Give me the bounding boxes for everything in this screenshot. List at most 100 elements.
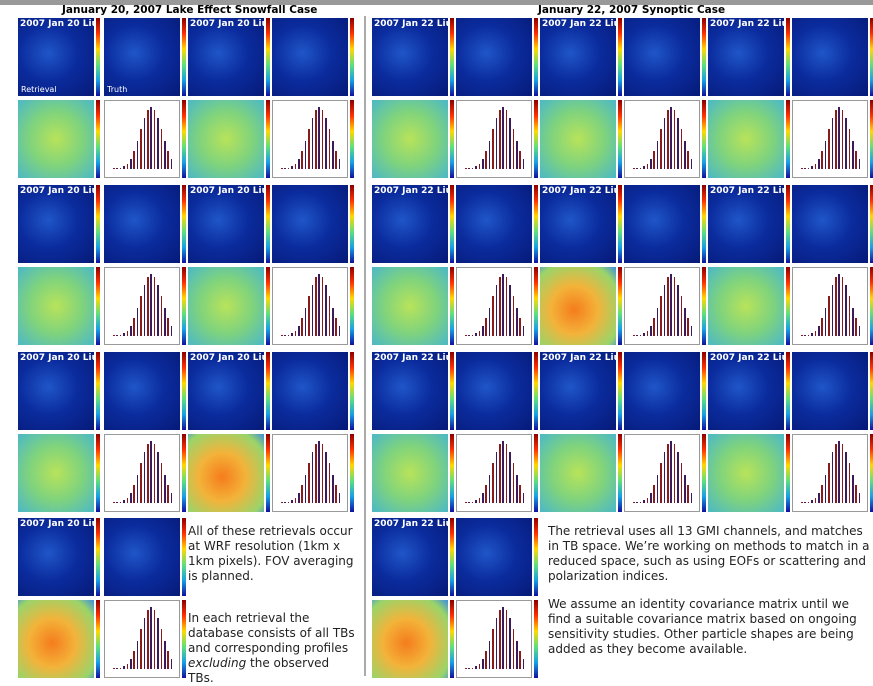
histogram-bar (828, 296, 830, 336)
histogram-bar (161, 629, 163, 669)
map-panel (272, 185, 348, 263)
histogram-bar (489, 141, 491, 169)
histogram-bar (130, 159, 132, 169)
histogram-bar (643, 500, 645, 503)
histogram-bar (815, 164, 817, 170)
colorbar (450, 100, 454, 178)
histogram-bar (825, 141, 827, 169)
histogram-bar (818, 159, 820, 169)
histogram-bar (636, 502, 638, 503)
map-panel (456, 185, 532, 263)
histogram-bar (855, 151, 857, 169)
map-panel: 2007 Jan 20 Liu 9 (188, 352, 264, 430)
histogram-bar (523, 493, 525, 503)
histogram-bar (859, 159, 861, 169)
colorbar (786, 100, 790, 178)
histogram-bar (305, 475, 307, 503)
histogram-bar (167, 651, 169, 669)
histogram-bar (485, 485, 487, 503)
colorbar (96, 100, 100, 178)
histogram-bar (295, 164, 297, 170)
histogram-bar (489, 475, 491, 503)
histogram-bar (845, 452, 847, 503)
histogram (792, 434, 868, 512)
colorbar (534, 100, 538, 178)
histogram-bar (519, 485, 521, 503)
histogram-bar (288, 502, 290, 503)
histogram-bar (838, 441, 840, 503)
histogram-bar (513, 296, 515, 336)
histogram (792, 267, 868, 345)
histogram-bar (144, 618, 146, 669)
histogram-bar (154, 610, 156, 669)
map-panel (272, 352, 348, 430)
histogram-bar (465, 502, 467, 503)
histogram-bar (670, 107, 672, 169)
map-panel: 2007 Jan 22 Liu 1 (540, 18, 616, 96)
histogram-bar (315, 110, 317, 169)
error-map (372, 600, 448, 678)
histogram-bar (640, 168, 642, 169)
histogram-bar (492, 463, 494, 503)
histogram-bar (509, 118, 511, 169)
histogram-bar (667, 110, 669, 169)
histogram (272, 267, 348, 345)
histogram-bar (811, 166, 813, 169)
histogram-bar (513, 129, 515, 169)
histogram-bar (171, 159, 173, 169)
histogram-bar (808, 335, 810, 336)
histogram-bar (499, 110, 501, 169)
histogram-bar (113, 168, 115, 169)
histogram-bar (150, 107, 152, 169)
panel-label: 2007 Jan 22 Liu 3 (374, 186, 448, 196)
histogram-bar (161, 296, 163, 336)
colorbar (450, 267, 454, 345)
histogram-bar (465, 335, 467, 336)
histogram-bar (475, 166, 477, 169)
error-map (540, 434, 616, 512)
histogram-bar (298, 493, 300, 503)
map-panel: 2007 Jan 20 Liu 10 (18, 518, 94, 596)
histogram-bar (496, 118, 498, 169)
histogram-bar (489, 308, 491, 336)
panel-label: 2007 Jan 22 Liu 8 (542, 353, 616, 363)
histogram-bar (137, 475, 139, 503)
histogram-bar (804, 168, 806, 169)
histogram-bar (113, 668, 115, 669)
histogram-bar (281, 502, 283, 503)
histogram-bar (653, 151, 655, 169)
histogram-bar (523, 659, 525, 669)
histogram-bar (496, 285, 498, 336)
histogram-bar (301, 485, 303, 503)
histogram-bar (157, 618, 159, 669)
histogram-bar (322, 277, 324, 336)
error-map (18, 267, 94, 345)
colorbar (350, 352, 354, 430)
error-map (188, 267, 264, 345)
histogram-bar (485, 151, 487, 169)
right-paragraph: The retrieval uses all 13 GMI channels, … (548, 524, 870, 584)
histogram (624, 434, 700, 512)
histogram-bar (838, 274, 840, 336)
right-paragraph: We assume an identity covariance matrix … (548, 597, 870, 657)
histogram-bar (835, 110, 837, 169)
colorbar (534, 434, 538, 512)
histogram-bar (667, 277, 669, 336)
histogram-bar (660, 296, 662, 336)
colorbar (182, 434, 186, 512)
histogram-bar (479, 664, 481, 670)
histogram-bar (643, 166, 645, 169)
histogram-bar (664, 118, 666, 169)
histogram-bar (647, 164, 649, 170)
histogram-bar (312, 285, 314, 336)
map-panel: 2007 Jan 22 Liu 10 (372, 518, 448, 596)
histogram-bar (133, 318, 135, 336)
histogram-bar (828, 463, 830, 503)
colorbar (266, 434, 270, 512)
histogram-bar (801, 168, 803, 169)
histogram-bar (475, 666, 477, 669)
histogram-bar (496, 618, 498, 669)
histogram-bar (120, 168, 122, 169)
map-panel (624, 352, 700, 430)
histogram-bar (332, 475, 334, 503)
